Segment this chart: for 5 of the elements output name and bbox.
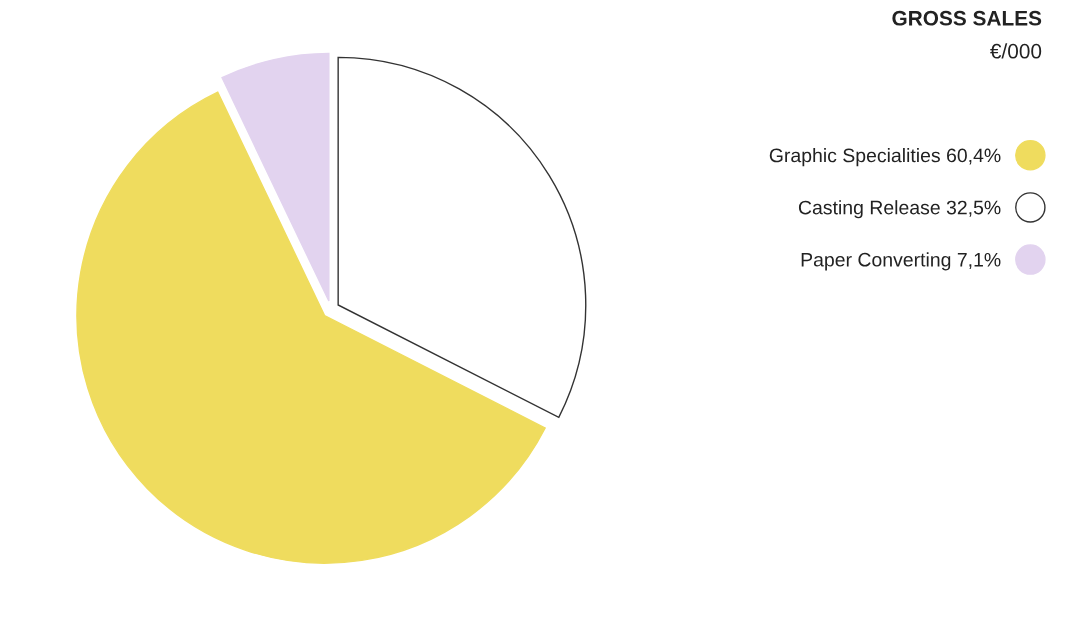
legend-label: Paper Converting 7,1% — [801, 252, 1001, 271]
chart-title: GROSS SALES — [892, 10, 1042, 26]
chart-subtitle: €/000 — [990, 43, 1042, 59]
legend-label: Casting Release 32,5% — [798, 200, 1001, 219]
legend-label: Graphic Specialities 60,4% — [769, 148, 1001, 167]
